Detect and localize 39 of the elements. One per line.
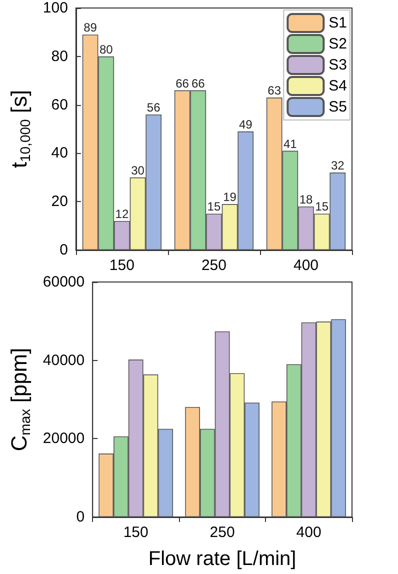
data-label: 30	[131, 163, 145, 178]
y-axis-title: t10,000 [s]	[6, 90, 33, 168]
legend-label: S5	[328, 98, 348, 116]
y-tick-label: 40000	[42, 352, 85, 369]
legend-label: S4	[328, 78, 348, 94]
data-label: 32	[330, 158, 345, 173]
legend-label: S2	[328, 36, 348, 52]
x-tick-label: 400	[293, 257, 319, 274]
data-label: 49	[238, 117, 253, 132]
x-tick-label: 400	[296, 524, 322, 541]
data-label: 18	[299, 192, 313, 206]
x-tick-label: 150	[123, 524, 148, 541]
data-label: 89	[84, 20, 98, 35]
y-tick-label: 40	[51, 144, 68, 162]
y-tick-label: 20	[51, 193, 68, 210]
x-tick-label: 250	[201, 257, 226, 274]
x-axis-title: Flow rate [L/min]	[148, 548, 296, 570]
data-label: 12	[115, 206, 129, 221]
y-tick-label: 0	[76, 508, 85, 526]
y-axis-title: Cmax [ppm]	[6, 348, 33, 452]
data-label: 80	[99, 42, 114, 56]
data-label: 15	[207, 200, 221, 214]
data-label: 15	[315, 200, 329, 214]
legend-label: S3	[328, 56, 348, 74]
x-tick-label: 150	[109, 257, 134, 274]
legend-label: S1	[328, 14, 348, 32]
data-label: 41	[283, 136, 298, 151]
y-tick-label: 60	[51, 96, 68, 114]
data-label: 63	[268, 84, 282, 98]
data-label: 66	[176, 76, 190, 90]
y-tick-label: 0	[60, 242, 68, 258]
data-label: 19	[223, 190, 237, 204]
y-tick-label: 60000	[42, 274, 85, 290]
y-tick-label: 20000	[42, 430, 85, 448]
y-tick-label: 100	[42, 0, 68, 16]
data-label: 66	[191, 76, 206, 90]
x-tick-label: 250	[210, 524, 235, 541]
data-label: 56	[146, 100, 161, 114]
y-tick-label: 80	[51, 48, 68, 65]
